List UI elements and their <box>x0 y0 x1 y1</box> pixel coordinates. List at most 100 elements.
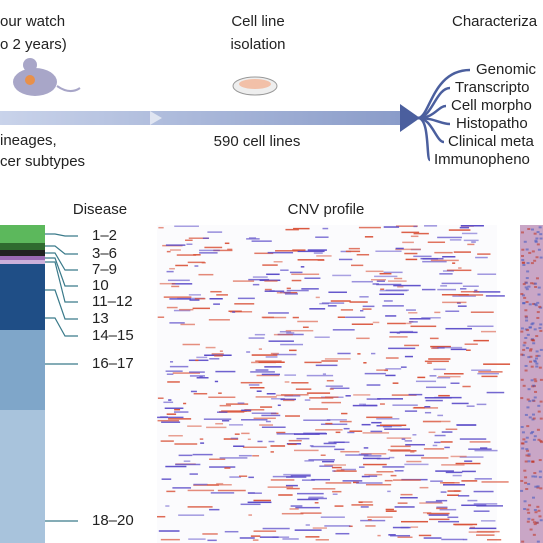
cnv-segment <box>325 482 352 484</box>
cnv-segment <box>379 403 385 405</box>
cnv-segment <box>434 251 453 254</box>
cnv-segment <box>199 249 220 252</box>
cnv-segment <box>174 443 198 445</box>
cnv-segment <box>337 316 346 318</box>
cnv-segment <box>280 343 304 346</box>
cnv-segment <box>392 382 399 384</box>
expression-cell <box>537 410 541 413</box>
cnv-segment <box>453 251 471 253</box>
cnv-segment <box>437 414 444 417</box>
cnv-segment <box>289 349 297 352</box>
expression-cell <box>539 378 543 381</box>
cnv-segment <box>419 486 429 489</box>
cnv-segment <box>424 360 449 363</box>
cnv-segment <box>330 387 350 390</box>
expression-cell <box>533 232 537 235</box>
cnv-segment <box>347 431 355 434</box>
cnv-segment <box>171 283 193 285</box>
cnv-segment <box>367 516 393 518</box>
expression-cell <box>536 243 540 246</box>
cnv-segment <box>428 358 451 360</box>
expression-cell <box>532 417 536 420</box>
cnv-segment <box>165 370 183 372</box>
expression-cell <box>537 354 541 357</box>
cnv-segment <box>187 506 213 508</box>
cnv-segment <box>175 463 201 466</box>
cnv-segment <box>396 332 401 334</box>
expression-cell <box>526 333 530 336</box>
cnv-segment <box>320 516 345 518</box>
cnv-segment <box>171 285 180 288</box>
cnv-segment <box>315 429 343 431</box>
stage-text: isolation <box>230 36 285 53</box>
cnv-segment <box>385 368 402 370</box>
cnv-segment <box>249 387 265 389</box>
expression-cell <box>532 339 536 342</box>
cnv-segment <box>296 437 310 440</box>
cnv-segment <box>372 321 380 324</box>
cnv-segment <box>324 396 339 398</box>
cnv-segment <box>157 515 166 518</box>
cnv-segment <box>261 426 286 428</box>
cnv-segment <box>286 289 309 292</box>
cnv-segment <box>395 225 418 227</box>
expression-cell <box>531 250 535 253</box>
cnv-segment <box>199 252 218 254</box>
cnv-segment <box>297 259 325 261</box>
cnv-segment <box>225 403 249 405</box>
cnv-segment <box>338 258 353 261</box>
expression-cell <box>534 240 538 243</box>
cnv-segment <box>291 382 309 384</box>
expression-cell <box>535 237 539 240</box>
expression-cell <box>533 328 537 331</box>
expression-cell <box>527 517 531 520</box>
cnv-segment <box>216 294 228 296</box>
cnv-segment <box>458 267 462 269</box>
cnv-segment <box>412 407 439 409</box>
cnv-segment <box>450 382 460 384</box>
expression-cell <box>525 347 529 350</box>
cnv-segment <box>427 241 446 244</box>
cnv-segment <box>404 252 418 255</box>
cnv-segment <box>285 415 300 417</box>
expression-cell <box>534 485 538 488</box>
cnv-segment <box>365 525 376 527</box>
cnv-segment <box>265 420 271 423</box>
cnv-segment <box>273 261 283 263</box>
cnv-segment <box>461 232 478 235</box>
cnv-segment <box>348 525 353 528</box>
cnv-segment <box>376 369 388 371</box>
cnv-segment <box>174 225 199 228</box>
cnv-segment <box>452 474 462 477</box>
cnv-segment <box>434 311 441 314</box>
cnv-segment <box>192 453 213 456</box>
cnv-segment <box>405 443 425 446</box>
cnv-segment <box>307 249 327 251</box>
cnv-segment <box>431 347 439 350</box>
expression-cell <box>534 282 538 285</box>
cnv-segment <box>250 371 275 373</box>
cnv-segment <box>362 432 390 434</box>
expression-cell <box>528 504 532 507</box>
cnv-segment <box>440 491 447 493</box>
cnv-segment <box>438 394 450 397</box>
cnv-segment <box>349 301 368 303</box>
expression-cell <box>525 436 529 439</box>
cnv-segment <box>199 438 204 440</box>
cnv-segment <box>366 416 393 419</box>
expression-cell <box>522 438 526 441</box>
cnv-segment <box>394 277 403 280</box>
cnv-segment <box>196 356 208 359</box>
expression-cell <box>531 399 535 402</box>
cnv-segment <box>442 301 467 304</box>
cnv-segment <box>430 345 451 348</box>
expression-cell <box>539 323 543 326</box>
expression-cell <box>533 472 537 475</box>
stage-text: our watch <box>0 13 65 30</box>
cnv-segment <box>172 487 192 489</box>
cnv-segment <box>401 231 420 234</box>
cnv-segment <box>247 492 255 494</box>
disease-label: 16–17 <box>92 355 134 372</box>
expression-cell <box>530 262 534 265</box>
cnv-segment <box>165 505 170 507</box>
